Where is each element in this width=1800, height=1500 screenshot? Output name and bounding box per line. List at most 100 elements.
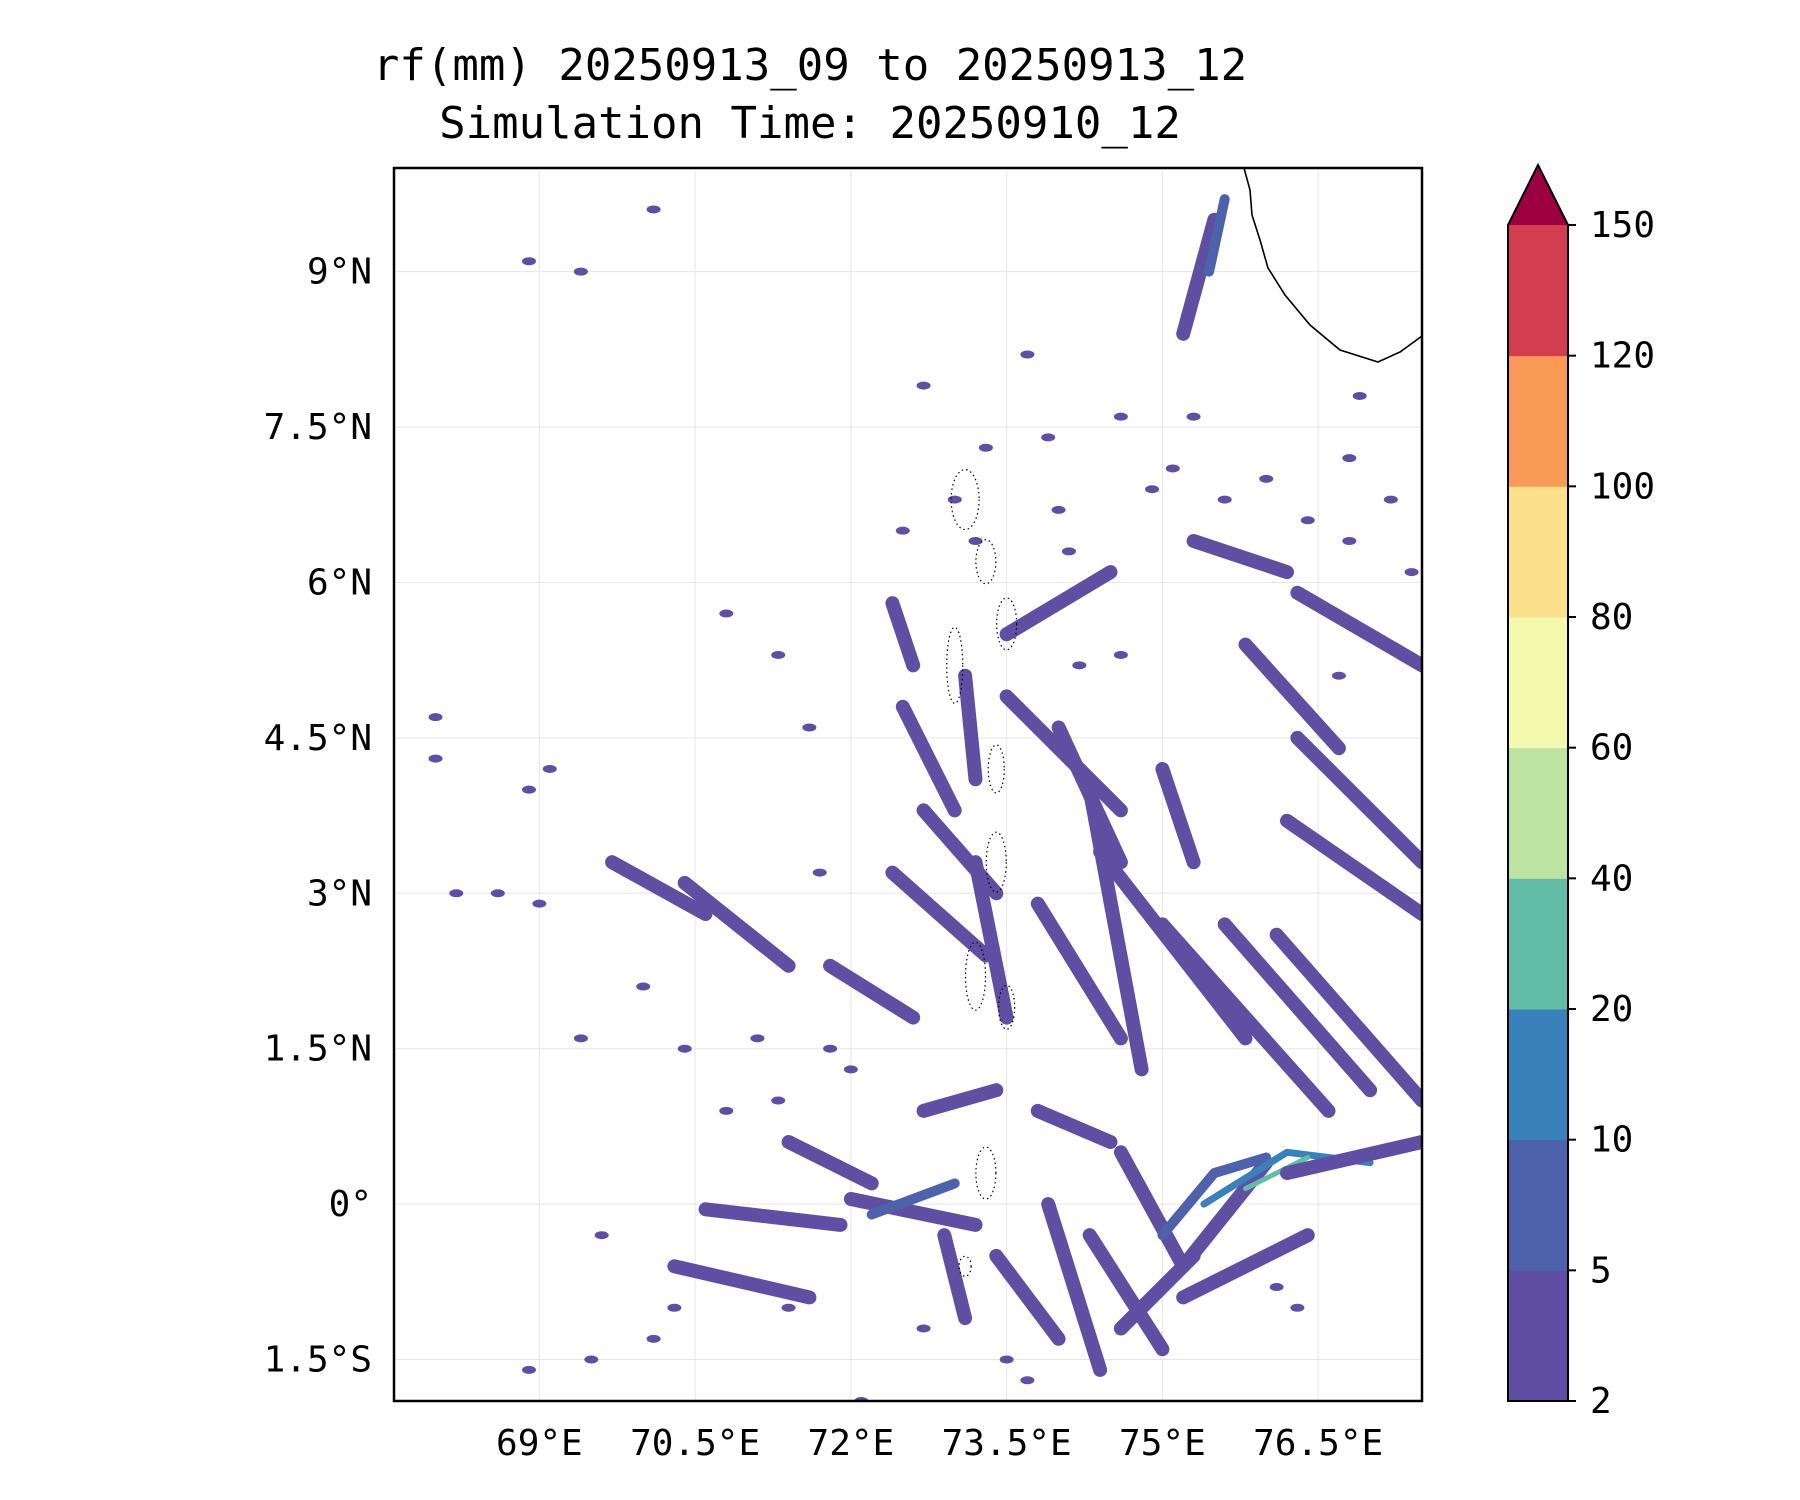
maldives-atolls [946,468,1018,1277]
rain-speck [636,982,651,991]
rain-speck [667,1303,682,1312]
rain-band-light [1155,762,1201,870]
rain-speck [521,1365,536,1374]
colorbar-segment [1508,1139,1568,1271]
rain-band-light [1041,1197,1108,1377]
rain-band-moderate [1157,1152,1272,1241]
rain-band-light [667,1259,817,1305]
rain-band-light [968,855,1014,1025]
lat-tick-label: 9°N [307,252,372,293]
lat-tick-label: 1.5°S [264,1340,372,1381]
rain-band-light [1113,1248,1201,1336]
colorbar-segment [1508,1270,1568,1402]
gridlines [394,168,1422,1401]
colorbar-tick-label: 100 [1590,466,1655,507]
colorbar-extend-arrow [1508,165,1568,225]
rain-speck [1020,1376,1035,1385]
rain-band-light [1290,585,1422,673]
coastline [1243,168,1422,363]
rain-speck [1072,661,1087,670]
rain-speck [1331,671,1346,680]
atoll-outline [958,1255,972,1277]
colorbar-tick-label: 150 [1590,205,1655,246]
atoll-outline [964,941,987,1011]
lat-tick-label: 0° [329,1184,372,1225]
colorbar-outline [1507,162,1569,1402]
rain-band-light [1176,1228,1315,1305]
rain-band-light [1280,813,1422,921]
colorbar-segment [1508,617,1568,749]
rain-speck [916,381,931,390]
rainfall-field [428,194,1422,1401]
rain-speck [999,1355,1014,1364]
rain-speck [1217,495,1232,504]
rain-speck [646,1334,661,1343]
rain-speck [449,889,464,898]
rain-speck [802,723,817,732]
rain-band-light [843,1192,983,1232]
rain-band-light [1176,1155,1274,1274]
lon-tick-label: 75°E [1119,1423,1206,1464]
rain-speck [916,1324,931,1333]
rain-band-light [999,565,1118,642]
rain-band-light [1082,1228,1170,1357]
rain-band-light [1217,917,1378,1098]
atoll-outline [996,597,1018,651]
rain-speck [781,1303,796,1312]
rain-speck [843,1065,858,1074]
map-frame [392,166,1424,1403]
map-title-line1: rf(mm) 20250913_09 to 20250913_12 [372,40,1248,91]
rain-speck [1383,495,1398,504]
colorbar-tick-label: 80 [1590,597,1633,638]
rain-band-light [698,1202,848,1232]
rain-speck [594,1231,609,1240]
rain-speck [1404,568,1419,577]
rain-band-light [1030,896,1128,1046]
colorbar-tick-label: 2 [1590,1381,1612,1422]
rain-speck [677,1044,692,1053]
atoll-outline [946,626,964,704]
rain-speck [719,609,734,618]
rain-band-light [1155,917,1336,1118]
rain-band-light [1113,1145,1191,1274]
rain-speck [1259,474,1274,483]
rain-speck [968,537,983,546]
rain-speck [771,650,786,659]
rain-speck [573,1034,588,1043]
india-coastline [1243,168,1422,363]
rain-band-moderate [1204,194,1230,277]
rain-speck [1290,1303,1305,1312]
lon-tick-label: 76.5°E [1253,1423,1383,1464]
rain-band-light [989,1248,1066,1346]
colorbar: 2 5 10 20 40 60 80 100 120 150 [1507,162,1655,1422]
rain-speck [1113,650,1128,659]
atoll-outline [987,744,1005,794]
colorbar-segment [1508,225,1568,357]
latitude-axis: 9°N 7.5°N 6°N 4.5°N 3°N 1.5°N 0° 1.5°S [264,252,372,1381]
rain-speck [1061,547,1076,556]
colorbar-segment [1508,878,1568,1010]
colorbar-segment [1508,355,1568,487]
lon-tick-label: 72°E [808,1423,895,1464]
rain-speck [490,889,505,898]
rain-speck [978,443,993,452]
rain-speck [521,785,536,794]
colorbar-segment [1508,747,1568,879]
rain-speck [1269,1283,1284,1292]
map-title-line2: Simulation Time: 20250910_12 [439,98,1181,149]
rain-band-light [1238,637,1346,756]
rain-speck [1300,516,1315,525]
rain-speck [1342,454,1357,463]
atoll-outline [998,984,1016,1030]
rain-band-light [895,699,962,818]
colorbar-tick-label: 10 [1590,1120,1633,1161]
rain-band-light [1280,1135,1422,1181]
map-background [394,168,1422,1401]
lon-tick-label: 70.5°E [630,1423,760,1464]
rain-speck [542,764,557,773]
colorbar-tick-label: 5 [1590,1250,1612,1291]
rain-speck [895,526,910,535]
rain-speck [823,1044,838,1053]
rain-band-light [1082,782,1149,1077]
